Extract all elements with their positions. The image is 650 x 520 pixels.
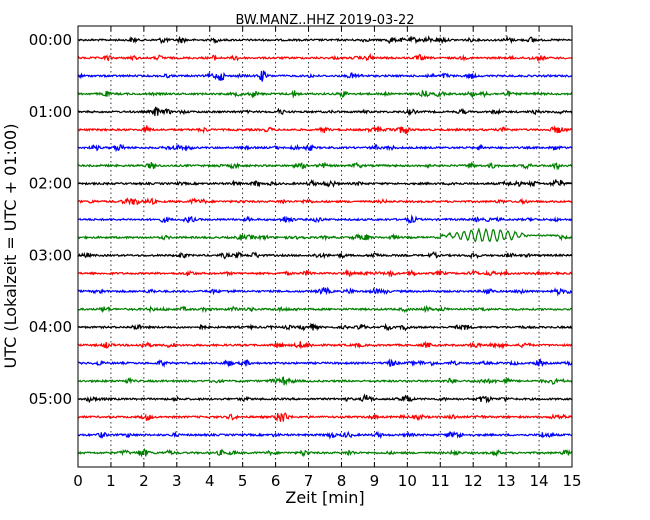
traces [77,34,573,458]
trace-01:00 [77,106,573,117]
trace-03:15 [77,268,573,278]
trace-02:45 [77,227,573,243]
x-tick-label: 0 [73,472,83,490]
x-tick-label: 6 [271,472,281,490]
x-axis-label: Zeit [min] [285,488,364,507]
grid-lines [110,26,540,467]
trace-05:00 [77,393,573,404]
x-tick-label: 13 [497,472,516,490]
x-tick-label: 3 [172,472,182,490]
trace-04:30 [77,357,573,369]
y-axis: 00:00 01:00 02:00 03:00 04:00 05:00 [29,31,572,408]
x-tick-label: 14 [530,472,549,490]
trace-02:00 [77,179,573,188]
y-tick-label: 01:00 [29,103,72,121]
x-tick-label: 11 [431,472,450,490]
y-axis-label: UTC (Lokalzeit = UTC + 01:00) [1,124,20,369]
x-tick-label: 9 [370,472,380,490]
x-tick-label: 7 [304,472,314,490]
trace-00:15 [77,52,573,63]
y-tick-label: 00:00 [29,31,72,49]
trace-04:15 [77,340,573,350]
trace-04:00 [77,322,573,332]
trace-03:30 [77,286,573,297]
trace-02:15 [77,197,573,206]
plot-frame [77,25,573,468]
trace-00:30 [77,70,573,82]
trace-00:00 [77,34,573,45]
y-tick-label: 05:00 [29,390,72,408]
x-tick-label: 1 [106,472,116,490]
x-tick-label: 15 [562,472,581,490]
trace-05:30 [77,430,573,440]
trace-05:15 [77,412,573,422]
x-axis: 0 1 2 3 4 5 6 7 8 9 10 11 12 13 14 15 [73,26,582,490]
x-tick-label: 10 [398,472,417,490]
x-tick-label: 2 [139,472,149,490]
chart-title: BW.MANZ..HHZ 2019-03-22 [235,13,414,28]
trace-03:00 [77,251,573,260]
trace-04:45 [77,376,573,386]
trace-01:45 [77,161,573,171]
x-tick-label: 4 [205,472,215,490]
y-tick-label: 04:00 [29,318,72,336]
x-tick-label: 5 [238,472,248,490]
y-tick-label: 03:00 [29,246,72,264]
trace-01:15 [77,124,573,135]
x-tick-label: 8 [337,472,347,490]
trace-05:45 [77,447,573,458]
trace-01:30 [77,143,573,153]
x-tick-label: 12 [464,472,483,490]
trace-00:45 [77,89,573,99]
trace-03:45 [77,304,573,314]
trace-02:30 [77,214,573,225]
y-tick-label: 02:00 [29,175,72,193]
